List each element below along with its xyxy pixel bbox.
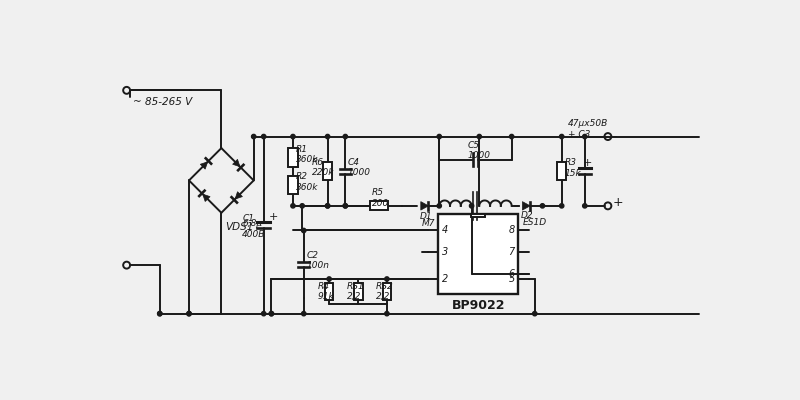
Circle shape xyxy=(582,204,587,208)
Circle shape xyxy=(477,134,482,139)
Circle shape xyxy=(540,204,545,208)
Bar xyxy=(354,283,362,300)
Text: +: + xyxy=(613,196,623,209)
Circle shape xyxy=(326,204,330,208)
Text: D1: D1 xyxy=(420,212,433,221)
Text: +: + xyxy=(268,212,278,222)
Circle shape xyxy=(187,312,191,316)
Text: VDS1: VDS1 xyxy=(226,222,254,232)
Text: R4
91k: R4 91k xyxy=(318,282,334,302)
Circle shape xyxy=(437,204,442,208)
Bar xyxy=(370,201,389,210)
Circle shape xyxy=(437,134,442,139)
Text: R6
220k: R6 220k xyxy=(312,158,334,177)
Circle shape xyxy=(582,134,587,139)
Text: R3
15k: R3 15k xyxy=(565,158,582,178)
Text: 6,8μ
400B: 6,8μ 400B xyxy=(242,219,266,239)
Circle shape xyxy=(187,312,191,316)
Circle shape xyxy=(270,312,274,316)
Text: 2: 2 xyxy=(442,274,448,284)
Bar xyxy=(438,214,518,294)
Circle shape xyxy=(262,312,266,316)
Text: RS2
2,2: RS2 2,2 xyxy=(376,282,394,302)
Text: 7: 7 xyxy=(509,247,514,257)
Circle shape xyxy=(559,134,564,139)
Text: C4
1000: C4 1000 xyxy=(348,158,370,177)
Circle shape xyxy=(385,277,389,281)
Bar xyxy=(323,162,332,180)
Circle shape xyxy=(559,204,564,208)
Text: R1
360k: R1 360k xyxy=(296,144,318,164)
Circle shape xyxy=(533,312,537,316)
Text: ~ 85-265 V: ~ 85-265 V xyxy=(133,97,192,107)
Text: 8: 8 xyxy=(509,226,514,236)
Bar xyxy=(288,176,298,194)
Bar xyxy=(382,283,391,300)
Polygon shape xyxy=(235,192,242,199)
Text: -: - xyxy=(613,130,617,143)
Text: ES1D: ES1D xyxy=(522,218,546,227)
Text: 47μx50B
+ C3: 47μx50B + C3 xyxy=(568,119,608,138)
Circle shape xyxy=(385,312,389,316)
Bar xyxy=(325,283,334,300)
Circle shape xyxy=(302,228,306,233)
Text: C1: C1 xyxy=(242,214,254,224)
Text: C5
1000: C5 1000 xyxy=(468,141,490,160)
Circle shape xyxy=(302,312,306,316)
Bar xyxy=(471,214,485,218)
Text: 4: 4 xyxy=(442,226,448,236)
Circle shape xyxy=(251,134,256,139)
Circle shape xyxy=(343,204,347,208)
Polygon shape xyxy=(421,202,429,210)
Polygon shape xyxy=(200,162,208,169)
Text: D2: D2 xyxy=(521,211,534,220)
Circle shape xyxy=(327,277,331,281)
Polygon shape xyxy=(522,202,530,210)
Circle shape xyxy=(291,134,295,139)
Circle shape xyxy=(470,204,474,208)
Circle shape xyxy=(300,204,304,208)
Circle shape xyxy=(343,204,347,208)
Polygon shape xyxy=(202,194,210,202)
Circle shape xyxy=(270,312,274,316)
Circle shape xyxy=(158,312,162,316)
Text: RS1
2,2: RS1 2,2 xyxy=(347,282,365,302)
Circle shape xyxy=(326,134,330,139)
Text: R2
360k: R2 360k xyxy=(296,172,318,192)
Text: R5
200: R5 200 xyxy=(371,188,389,208)
Text: 5: 5 xyxy=(509,274,514,284)
Bar xyxy=(557,162,566,180)
Text: M7: M7 xyxy=(422,219,435,228)
Circle shape xyxy=(343,134,347,139)
Polygon shape xyxy=(233,159,240,167)
Circle shape xyxy=(262,134,266,139)
Circle shape xyxy=(158,312,162,316)
Text: 6: 6 xyxy=(509,269,514,279)
Text: C2
100n: C2 100n xyxy=(307,251,330,270)
Text: +: + xyxy=(583,158,593,168)
Circle shape xyxy=(510,134,514,139)
Text: 3: 3 xyxy=(442,247,448,257)
Bar xyxy=(288,148,298,166)
Circle shape xyxy=(291,204,295,208)
Text: BP9022: BP9022 xyxy=(451,299,505,312)
Circle shape xyxy=(326,204,330,208)
